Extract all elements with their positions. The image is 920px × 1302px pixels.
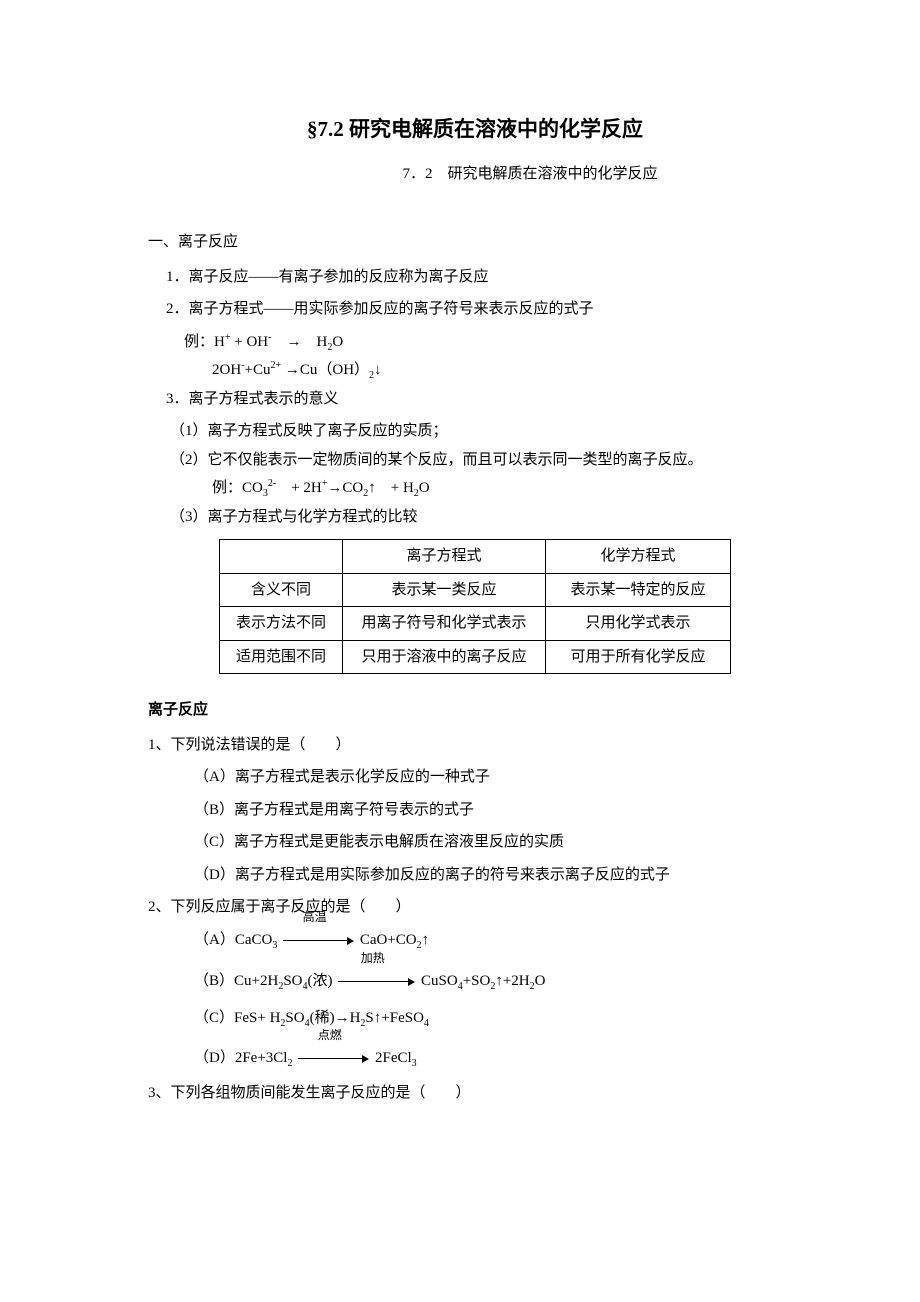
reaction-arrow: 点燃: [298, 1044, 369, 1073]
point-3-3: （3）离子方程式与化学方程式的比较: [148, 503, 802, 532]
example-label: 例：: [212, 480, 242, 496]
point-1: 1．离子反应——有离子参加的反应称为离子反应: [148, 263, 802, 292]
table-cell: 表示某一类反应: [343, 573, 546, 607]
question-1-option-a: （A）离子方程式是表示化学反应的一种式子: [148, 763, 802, 792]
option-prefix: （A）: [194, 932, 235, 948]
section-1-heading: 一、离子反应: [148, 228, 802, 257]
option-prefix: （D）: [194, 1050, 235, 1066]
main-title: §7.2 研究电解质在溶液中的化学反应: [148, 110, 802, 150]
reaction-arrow: 高温: [283, 926, 354, 955]
example-label: 例：: [184, 334, 214, 350]
comparison-table: 离子方程式 化学方程式 含义不同 表示某一类反应 表示某一特定的反应 表示方法不…: [219, 539, 731, 674]
formula-text: 2OH-+Cu2+ →Cu（OH）2↓: [212, 362, 382, 378]
section-2-heading: 离子反应: [148, 696, 802, 725]
formula-rhs: 2FeCl3: [375, 1050, 417, 1066]
formula-text: CO32- + 2H+→CO2↑ + H2O: [242, 480, 430, 496]
table-cell: 只用于溶液中的离子反应: [343, 640, 546, 674]
table-cell: 可用于所有化学反应: [546, 640, 731, 674]
question-2-stem: 2、下列反应属于离子反应的是（ ）: [148, 893, 802, 922]
table-cell: 化学方程式: [546, 540, 731, 574]
table-cell: 用离子符号和化学式表示: [343, 607, 546, 641]
formula-lhs: CaCO3: [235, 932, 278, 948]
formula-text: FeS+ H2SO4(稀)→H2S↑+FeSO4: [234, 1010, 429, 1026]
reaction-arrow: 加热: [338, 967, 415, 996]
table-row: 表示方法不同 用离子符号和化学式表示 只用化学式表示: [220, 607, 731, 641]
point-3-2-example: 例：CO32- + 2H+→CO2↑ + H2O: [148, 474, 802, 503]
formula-rhs: CaO+CO2↑: [360, 932, 429, 948]
question-2-option-d: （D）2Fe+3Cl2 点燃 2FeCl3: [148, 1044, 802, 1073]
point-3: 3．离子方程式表示的意义: [148, 385, 802, 414]
question-1-option-b: （B）离子方程式是用离子符号表示的式子: [148, 796, 802, 825]
question-1-stem: 1、下列说法错误的是（ ）: [148, 731, 802, 760]
table-cell: 适用范围不同: [220, 640, 343, 674]
table-cell: 表示某一特定的反应: [546, 573, 731, 607]
comparison-table-wrap: 离子方程式 化学方程式 含义不同 表示某一类反应 表示某一特定的反应 表示方法不…: [148, 539, 802, 674]
table-cell: 表示方法不同: [220, 607, 343, 641]
table-cell: 含义不同: [220, 573, 343, 607]
arrow-condition: 加热: [338, 952, 407, 964]
formula-rhs: CuSO4+SO2↑+2H2O: [421, 973, 545, 989]
table-cell: 离子方程式: [343, 540, 546, 574]
arrow-line: [283, 940, 347, 941]
question-1-option-c: （C）离子方程式是更能表示电解质在溶液里反应的实质: [148, 828, 802, 857]
question-2-option-a: （A）CaCO3 高温 CaO+CO2↑: [148, 926, 802, 955]
option-prefix: （B）: [194, 973, 234, 989]
document-page: §7.2 研究电解质在溶液中的化学反应 7．2 研究电解质在溶液中的化学反应 一…: [0, 0, 920, 1302]
arrow-condition: 高温: [283, 911, 346, 923]
table-cell: [220, 540, 343, 574]
arrow-head-icon: [362, 1055, 369, 1063]
point-2: 2．离子方程式——用实际参加反应的离子符号来表示反应的式子: [148, 295, 802, 324]
arrow-head-icon: [408, 978, 415, 986]
table-row: 适用范围不同 只用于溶液中的离子反应 可用于所有化学反应: [220, 640, 731, 674]
question-1-option-d: （D）离子方程式是用实际参加反应的离子的符号来表示离子反应的式子: [148, 861, 802, 890]
point-2-example-2: 2OH-+Cu2+ →Cu（OH）2↓: [148, 356, 802, 385]
arrow-line: [338, 981, 408, 982]
question-2-option-c: （C）FeS+ H2SO4(稀)→H2S↑+FeSO4: [148, 1004, 802, 1033]
point-3-1: （1）离子方程式反映了离子反应的实质；: [148, 417, 802, 446]
table-row: 离子方程式 化学方程式: [220, 540, 731, 574]
option-prefix: （C）: [194, 1010, 234, 1026]
formula-text: H+ + OH- → H2O: [214, 334, 343, 350]
arrow-line: [298, 1058, 362, 1059]
question-3-stem: 3、下列各组物质间能发生离子反应的是（ ）: [148, 1079, 802, 1108]
subtitle: 7．2 研究电解质在溶液中的化学反应: [148, 160, 802, 189]
arrow-condition: 点燃: [298, 1029, 361, 1041]
formula-lhs: 2Fe+3Cl2: [235, 1050, 293, 1066]
point-2-example-1: 例：H+ + OH- → H2O: [148, 328, 802, 357]
question-2-option-b: （B）Cu+2H2SO4(浓) 加热 CuSO4+SO2↑+2H2O: [148, 967, 802, 996]
point-3-2: （2）它不仅能表示一定物质间的某个反应，而且可以表示同一类型的离子反应。: [148, 446, 802, 475]
table-row: 含义不同 表示某一类反应 表示某一特定的反应: [220, 573, 731, 607]
formula-lhs: Cu+2H2SO4(浓): [234, 973, 336, 989]
table-cell: 只用化学式表示: [546, 607, 731, 641]
arrow-head-icon: [347, 937, 354, 945]
